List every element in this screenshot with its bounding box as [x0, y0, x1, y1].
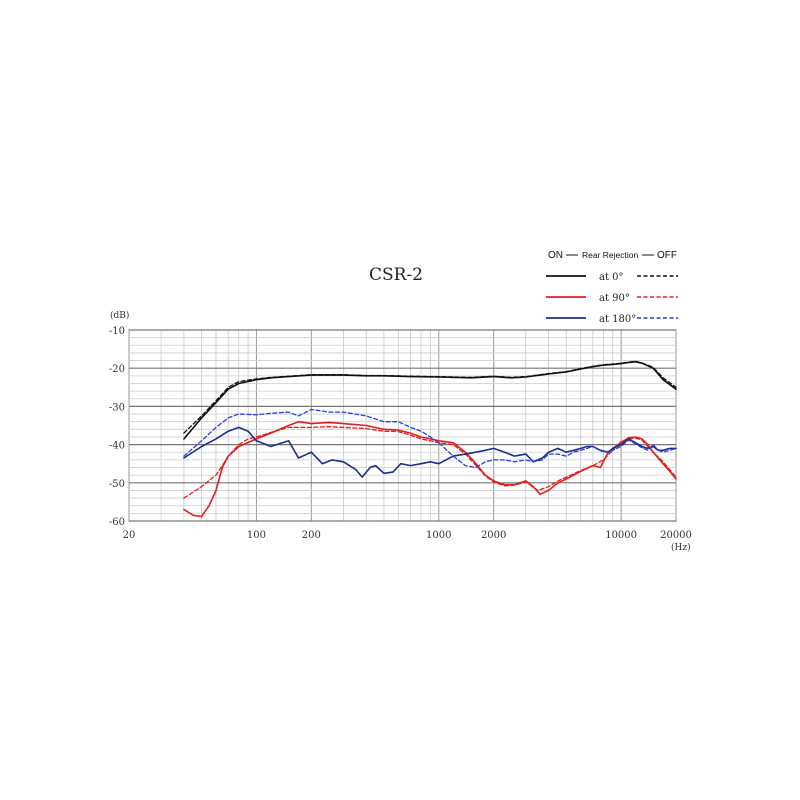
plot-frame	[128, 329, 677, 522]
legend-header-on: ON	[548, 250, 563, 261]
series-line-at180-off	[183, 408, 677, 469]
chart-series	[183, 360, 677, 518]
legend-label: at 0°	[599, 272, 624, 283]
chart-axes: -10 -20 -30 -40 -50 -60 20 100 200 1000 2000 10000 2…	[109, 326, 692, 541]
y-tick-label: -40	[109, 441, 125, 452]
chart-grid	[128, 329, 677, 522]
x-tick-label: 100	[247, 530, 266, 541]
x-tick-label: 2000	[481, 530, 506, 541]
x-tick-label: 10000	[605, 530, 637, 541]
x-tick-label: 20000	[660, 530, 692, 541]
y-tick-label: -10	[109, 326, 125, 337]
series-line-at0-off	[183, 360, 677, 434]
legend-label: at 90°	[599, 293, 630, 304]
y-tick-label: -30	[109, 402, 125, 413]
series-line-at0-on	[183, 360, 677, 440]
y-tick-label: -60	[109, 517, 125, 528]
legend-header-off: OFF	[657, 250, 677, 261]
legend-label: at 180°	[599, 314, 636, 325]
legend: ON Rear Rejection OFF at 0° at 90° at 180°	[546, 250, 678, 325]
series-line-at90-off	[183, 425, 677, 499]
y-tick-label: -20	[109, 364, 125, 375]
x-axis-unit: (Hz)	[671, 542, 691, 553]
series-line-at180-on	[183, 426, 677, 478]
y-axis-unit: (dB)	[110, 310, 129, 321]
series-line-at90-on	[183, 420, 677, 518]
legend-header-mid: Rear Rejection	[582, 250, 638, 260]
x-tick-label: 1000	[426, 530, 451, 541]
x-tick-label: 200	[302, 530, 321, 541]
chart-title: CSR-2	[369, 265, 423, 285]
y-tick-label: -50	[109, 479, 125, 490]
x-tick-label: 20	[123, 530, 136, 541]
